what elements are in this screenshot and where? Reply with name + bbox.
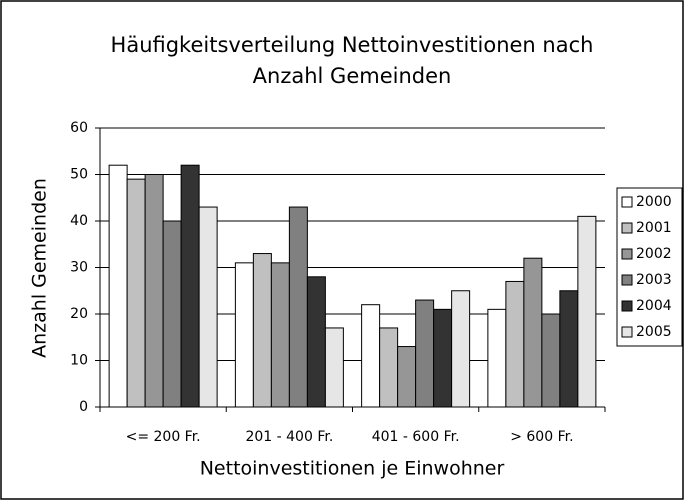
bar bbox=[198, 206, 218, 408]
legend-swatch bbox=[621, 222, 633, 234]
bar bbox=[324, 327, 344, 408]
bar bbox=[415, 299, 435, 408]
bar bbox=[288, 206, 308, 408]
legend-label: 2004 bbox=[636, 298, 672, 314]
legend-swatch bbox=[621, 326, 633, 338]
bar bbox=[144, 174, 164, 408]
bar bbox=[541, 313, 561, 408]
legend-label: 2001 bbox=[636, 220, 672, 236]
bar bbox=[162, 220, 182, 408]
y-tick-label: 50 bbox=[70, 167, 88, 183]
bar bbox=[451, 290, 471, 408]
y-tick-label: 30 bbox=[70, 260, 88, 276]
bar bbox=[126, 178, 146, 408]
y-tick-label: 60 bbox=[70, 120, 88, 136]
bar bbox=[397, 346, 417, 408]
y-tick-label: 0 bbox=[79, 399, 88, 415]
legend-swatch bbox=[621, 196, 633, 208]
x-tick-label: 401 - 600 Fr. bbox=[372, 429, 460, 445]
legend-swatch bbox=[621, 300, 633, 312]
bar bbox=[306, 276, 326, 408]
bar bbox=[270, 262, 290, 408]
bar bbox=[559, 290, 579, 408]
y-tick-label: 10 bbox=[70, 353, 88, 369]
y-tick-label: 40 bbox=[70, 213, 88, 229]
x-tick-label: 201 - 400 Fr. bbox=[245, 429, 333, 445]
legend-box bbox=[616, 187, 683, 347]
bar bbox=[361, 304, 381, 408]
legend-swatch bbox=[621, 274, 633, 286]
bar bbox=[234, 262, 254, 408]
bar bbox=[487, 308, 507, 408]
y-axis-label: Anzahl Gemeinden bbox=[29, 178, 51, 358]
x-tick-label: > 600 Fr. bbox=[510, 429, 573, 445]
legend-swatch bbox=[621, 248, 633, 260]
bar bbox=[577, 215, 597, 408]
bar bbox=[108, 164, 128, 408]
bar bbox=[379, 327, 399, 408]
bar bbox=[252, 253, 272, 408]
y-tick-label: 20 bbox=[70, 306, 88, 322]
legend-label: 2002 bbox=[636, 246, 672, 262]
legend-label: 2005 bbox=[636, 324, 672, 340]
bar bbox=[433, 308, 453, 408]
bar bbox=[505, 280, 525, 408]
legend-label: 2003 bbox=[636, 272, 672, 288]
x-tick-label: <= 200 Fr. bbox=[126, 429, 201, 445]
chart-title: Häufigkeitsverteilung Nettoinvestitionen… bbox=[110, 33, 594, 88]
legend-label: 2000 bbox=[636, 194, 672, 210]
x-axis-label: Nettoinvestitionen je Einwohner bbox=[200, 458, 505, 480]
bar bbox=[523, 257, 543, 408]
bar bbox=[180, 164, 200, 408]
